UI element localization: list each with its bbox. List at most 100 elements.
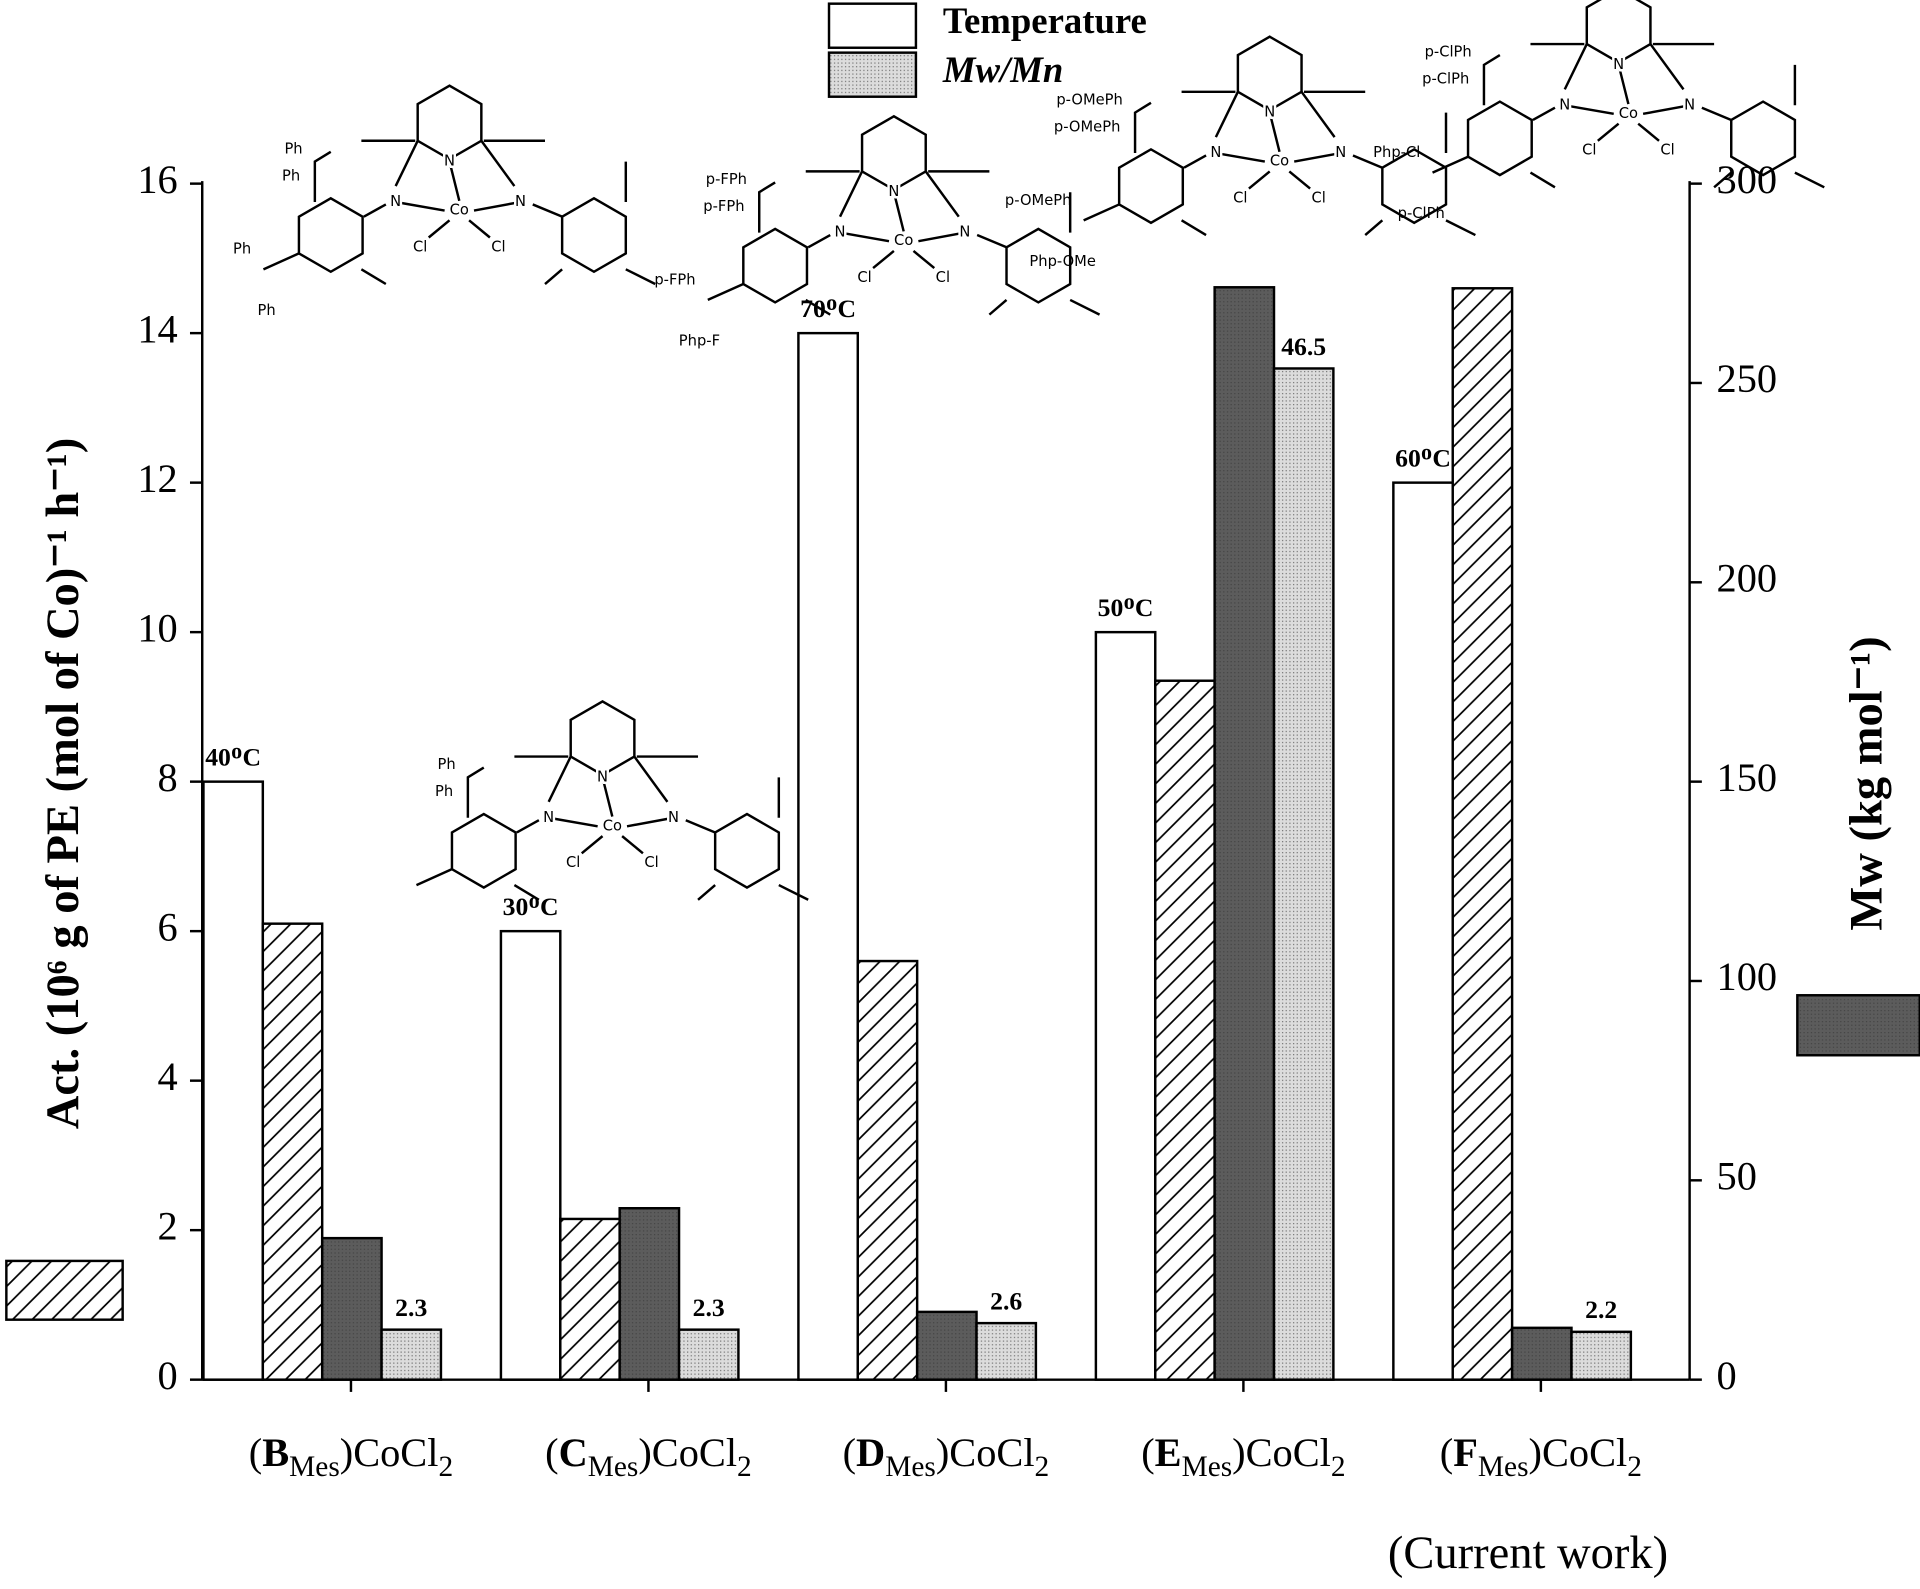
ring bbox=[450, 812, 517, 889]
atom-label: Co bbox=[1619, 105, 1638, 122]
y2-tick-label: 0 bbox=[1717, 1353, 1737, 1398]
substituent-label: p-ClPh bbox=[1422, 71, 1469, 88]
bonds bbox=[262, 139, 656, 286]
atom-label: Co bbox=[894, 232, 913, 249]
atom-label: N bbox=[1210, 144, 1221, 161]
y-tick-label: 6 bbox=[158, 904, 178, 949]
substituent-label: Ph bbox=[284, 140, 302, 157]
atom-label: N bbox=[835, 224, 846, 241]
structure: N N N Co Cl Cl Ph Ph bbox=[415, 700, 809, 901]
substituent-label: p-FPh bbox=[654, 271, 695, 288]
y-tick-label: 0 bbox=[158, 1353, 178, 1398]
atom-label: N bbox=[390, 193, 401, 210]
substituent-label: Ph bbox=[233, 241, 251, 258]
atom-label: N bbox=[888, 183, 899, 200]
atom-label: Cl bbox=[857, 269, 871, 286]
y-tick-label: 16 bbox=[137, 157, 177, 202]
bar bbox=[380, 1328, 443, 1381]
ring bbox=[742, 227, 809, 304]
y2-tick-label: 100 bbox=[1717, 954, 1778, 999]
bonds bbox=[415, 755, 809, 901]
atom-label: Cl bbox=[491, 238, 505, 255]
atom-label: N bbox=[597, 768, 608, 785]
value-label: 46.5 bbox=[1281, 332, 1326, 361]
atom-label: N bbox=[1684, 96, 1695, 113]
bar bbox=[559, 1217, 621, 1381]
x-tick-label: (EMes)CoCl2 bbox=[1141, 1430, 1345, 1483]
atom-label: Co bbox=[1270, 153, 1289, 170]
x-tick-label: (BMes)CoCl2 bbox=[249, 1430, 453, 1483]
y2-axis-title: Mw (kg mol⁻¹) bbox=[1841, 636, 1892, 930]
value-label: 30ᴼC bbox=[503, 892, 559, 921]
atom-label: N bbox=[1264, 104, 1275, 121]
atom-label: Cl bbox=[1233, 189, 1247, 206]
ring bbox=[416, 84, 483, 161]
y2-tick-label: 300 bbox=[1717, 157, 1778, 202]
substituent-label: Php-Cl bbox=[1373, 144, 1420, 161]
ring bbox=[1466, 100, 1533, 177]
atom-label: Cl bbox=[1582, 142, 1596, 159]
substituent-label: Ph bbox=[437, 756, 455, 773]
value-label: 2.6 bbox=[990, 1286, 1022, 1315]
legend-swatch bbox=[827, 51, 918, 98]
value-label: 50ᴼC bbox=[1098, 593, 1154, 622]
value-label: 2.2 bbox=[1585, 1295, 1617, 1324]
x-tick-label: (CMes)CoCl2 bbox=[545, 1430, 752, 1483]
substituent-label: Ph bbox=[282, 167, 300, 184]
x-tick-label: (FMes)CoCl2 bbox=[1440, 1430, 1642, 1483]
y-tick-label: 2 bbox=[158, 1203, 178, 1248]
atom-label: N bbox=[668, 809, 679, 826]
substituent-label: p-ClPh bbox=[1425, 44, 1472, 61]
atom-label: Cl bbox=[1660, 142, 1674, 159]
bar bbox=[261, 922, 324, 1381]
substituent-label: Ph bbox=[435, 783, 453, 800]
value-label: 2.3 bbox=[395, 1293, 427, 1322]
bar bbox=[1451, 287, 1514, 1381]
bar bbox=[1510, 1326, 1573, 1381]
bar bbox=[915, 1310, 978, 1381]
atom-label: N bbox=[1335, 144, 1346, 161]
bar bbox=[1570, 1330, 1633, 1381]
bar bbox=[1392, 481, 1454, 1381]
structure: N N N Co Cl Cl p-OMePh p-OMePh p-OMePh Php-OMe bbox=[1005, 35, 1476, 270]
value-label: 2.3 bbox=[693, 1293, 725, 1322]
ring bbox=[297, 196, 364, 274]
y-tick-label: 14 bbox=[137, 306, 177, 351]
atom-label: N bbox=[444, 153, 455, 170]
atom-label: Co bbox=[603, 817, 622, 834]
y-tick-label: 8 bbox=[158, 755, 178, 800]
axis-swatch bbox=[5, 1259, 124, 1321]
substituent-label: Php-F bbox=[679, 333, 720, 350]
atom-label: N bbox=[515, 193, 526, 210]
atom-label: Cl bbox=[644, 854, 658, 871]
substituent-label: p-OMePh bbox=[1056, 91, 1122, 108]
structure: N N N Co Cl Cl Ph Ph Ph Ph bbox=[233, 84, 656, 319]
annotation: (Current work) bbox=[1388, 1528, 1668, 1579]
substituent-label: Ph bbox=[258, 302, 276, 319]
atom-label: N bbox=[1559, 96, 1570, 113]
atom-label: N bbox=[959, 224, 970, 241]
y2-tick-label: 50 bbox=[1717, 1154, 1757, 1199]
y2-tick-label: 250 bbox=[1717, 356, 1778, 401]
y-axis-title: Act. (10⁶ g of PE (mol of Co)⁻¹ h⁻¹) bbox=[38, 438, 89, 1129]
atom-label: Cl bbox=[413, 238, 427, 255]
bar bbox=[677, 1328, 740, 1381]
x-tick-label: (DMes)CoCl2 bbox=[843, 1430, 1050, 1483]
legend-swatch bbox=[827, 2, 918, 49]
value-label: 70ᴼC bbox=[800, 294, 856, 323]
ring bbox=[860, 114, 927, 192]
substituent-label: p-OMePh bbox=[1054, 118, 1120, 135]
bar bbox=[797, 331, 860, 1381]
bar bbox=[1213, 286, 1276, 1381]
bar bbox=[975, 1321, 1038, 1381]
ring bbox=[569, 700, 636, 777]
bar bbox=[1272, 367, 1335, 1381]
structure: N N N Co Cl Cl p-ClPh p-ClPh Php-Cl p-ClPh bbox=[1373, 0, 1825, 222]
legend-label: Temperature bbox=[943, 0, 1147, 41]
bar bbox=[618, 1207, 681, 1381]
atom-label: N bbox=[543, 809, 554, 826]
ring bbox=[1236, 35, 1303, 112]
atom-label: N bbox=[1613, 56, 1624, 73]
substituent-label: Php-OMe bbox=[1029, 253, 1095, 270]
